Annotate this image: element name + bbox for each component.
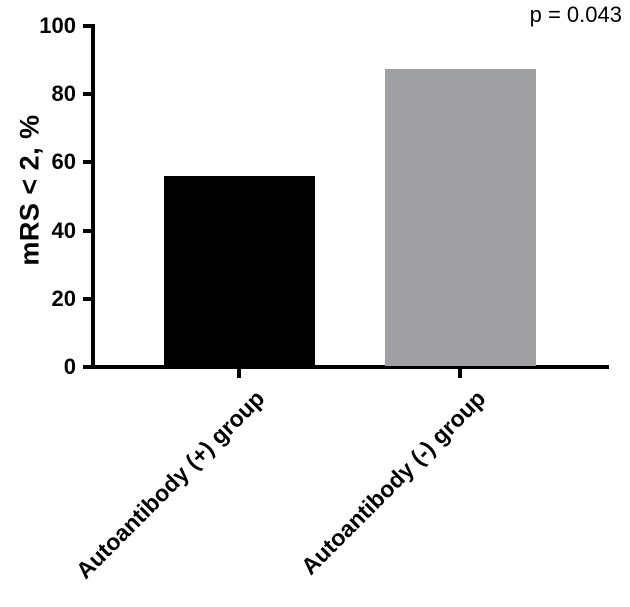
p-value-annotation: p = 0.043 [529,2,622,27]
y-tick-label-40: 40 [51,217,76,243]
y-tick-label-20: 20 [51,285,76,311]
y-axis-line [91,24,95,369]
bar-autoantibody-negative [384,68,536,366]
y-tick-label-0: 0 [63,354,76,379]
bar-autoantibody-positive [163,176,315,366]
x-category-label-autoantibody-positive: Autoantibody (+) group [70,385,270,584]
y-tick-mark-60 [83,160,92,165]
y-tick-mark-80 [83,92,92,97]
y-tick-label-80: 80 [51,81,76,107]
x-tick-mark-2 [458,369,462,378]
x-tick-mark-1 [237,369,241,378]
y-tick-mark-40 [83,228,92,233]
y-tick-mark-100 [83,24,92,28]
y-tick-mark-20 [83,296,92,301]
x-axis-line [91,365,609,369]
x-category-label-autoantibody-negative: Autoantibody (-) group [295,385,491,580]
y-tick-label-60: 60 [51,149,76,175]
y-tick-label-100: 100 [39,13,76,38]
y-tick-mark-0 [83,365,92,369]
